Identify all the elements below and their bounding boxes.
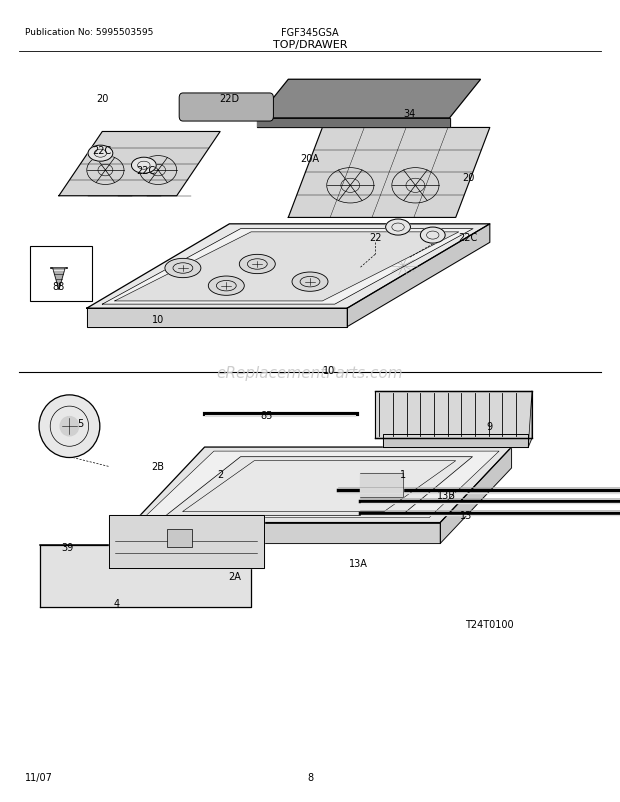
Text: eReplacementParts.com: eReplacementParts.com bbox=[216, 366, 404, 380]
Text: 8: 8 bbox=[307, 772, 313, 782]
Text: 1: 1 bbox=[400, 470, 406, 480]
Text: 10: 10 bbox=[322, 366, 335, 375]
Text: T24T0100: T24T0100 bbox=[465, 619, 513, 629]
Text: 39: 39 bbox=[61, 542, 73, 552]
Ellipse shape bbox=[292, 273, 328, 292]
Polygon shape bbox=[87, 309, 347, 327]
Text: 11/07: 11/07 bbox=[25, 772, 53, 782]
Text: 34: 34 bbox=[403, 109, 415, 119]
Polygon shape bbox=[133, 448, 512, 523]
Polygon shape bbox=[53, 269, 65, 290]
Text: 22: 22 bbox=[369, 233, 381, 243]
Ellipse shape bbox=[39, 395, 100, 458]
Polygon shape bbox=[59, 132, 220, 196]
Polygon shape bbox=[133, 523, 440, 544]
Polygon shape bbox=[257, 80, 480, 119]
Ellipse shape bbox=[131, 158, 156, 174]
Polygon shape bbox=[115, 233, 459, 302]
Text: 13: 13 bbox=[460, 510, 472, 520]
Ellipse shape bbox=[60, 417, 79, 436]
Polygon shape bbox=[166, 457, 472, 516]
Text: 22C: 22C bbox=[92, 146, 112, 156]
Text: 85: 85 bbox=[260, 411, 273, 420]
Text: 9: 9 bbox=[487, 422, 493, 431]
Text: 5: 5 bbox=[78, 419, 84, 428]
Text: 20: 20 bbox=[96, 94, 108, 103]
Text: 88: 88 bbox=[53, 282, 65, 291]
Polygon shape bbox=[288, 128, 490, 218]
Text: 4: 4 bbox=[113, 598, 120, 608]
Ellipse shape bbox=[88, 146, 113, 162]
Ellipse shape bbox=[208, 277, 244, 296]
Polygon shape bbox=[144, 452, 499, 518]
Text: 22C: 22C bbox=[458, 233, 478, 243]
Polygon shape bbox=[87, 225, 490, 309]
Text: 22D: 22D bbox=[219, 94, 239, 103]
Polygon shape bbox=[375, 391, 532, 439]
Text: FGF345GSA: FGF345GSA bbox=[281, 28, 339, 38]
Polygon shape bbox=[257, 119, 450, 128]
Text: 20: 20 bbox=[462, 173, 474, 183]
Polygon shape bbox=[108, 515, 264, 568]
Polygon shape bbox=[102, 229, 473, 305]
Text: 2: 2 bbox=[217, 470, 223, 480]
Ellipse shape bbox=[420, 228, 445, 244]
Text: 20A: 20A bbox=[301, 154, 319, 164]
Text: 13A: 13A bbox=[349, 558, 368, 568]
Ellipse shape bbox=[386, 220, 410, 236]
Text: 2B: 2B bbox=[152, 462, 164, 472]
FancyBboxPatch shape bbox=[167, 529, 192, 547]
Text: 2A: 2A bbox=[228, 571, 241, 581]
Polygon shape bbox=[528, 391, 532, 448]
Polygon shape bbox=[440, 448, 512, 544]
Polygon shape bbox=[347, 225, 490, 327]
FancyBboxPatch shape bbox=[179, 94, 273, 122]
Text: 22C: 22C bbox=[136, 166, 156, 176]
Polygon shape bbox=[360, 473, 403, 497]
Polygon shape bbox=[383, 435, 528, 448]
Ellipse shape bbox=[165, 259, 201, 278]
Text: TOP/DRAWER: TOP/DRAWER bbox=[273, 40, 347, 50]
Text: 13B: 13B bbox=[437, 491, 456, 500]
Text: 10: 10 bbox=[152, 314, 164, 324]
Text: Publication No: 5995503595: Publication No: 5995503595 bbox=[25, 28, 153, 37]
Ellipse shape bbox=[239, 255, 275, 274]
Polygon shape bbox=[40, 545, 251, 607]
